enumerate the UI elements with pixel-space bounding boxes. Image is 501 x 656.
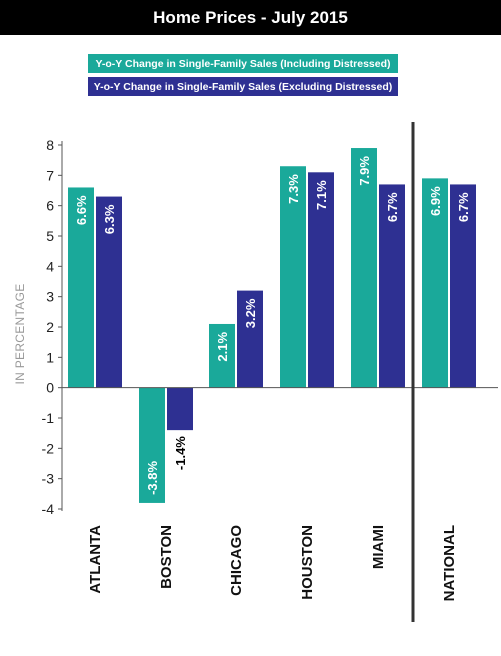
bar	[450, 184, 476, 388]
y-tick-label: 0	[46, 380, 54, 396]
category-label: NATIONAL	[441, 525, 458, 601]
category-label: CHICAGO	[228, 525, 245, 596]
data-label: 6.7%	[456, 192, 471, 222]
bar	[209, 323, 235, 388]
y-tick-label: -1	[42, 410, 55, 426]
bar	[68, 187, 94, 388]
bar	[308, 172, 334, 388]
bar	[422, 178, 448, 388]
data-label: 7.3%	[286, 174, 301, 204]
data-label: 6.7%	[385, 192, 400, 222]
bar	[280, 166, 306, 388]
category-label: ATLANTA	[87, 525, 104, 594]
y-tick-label: 8	[46, 137, 54, 153]
data-label: -1.4%	[173, 436, 188, 470]
y-tick-label: -4	[42, 501, 55, 517]
y-tick-label: 3	[46, 289, 54, 305]
legend-item-including: Y-o-Y Change in Single-Family Sales (Inc…	[88, 54, 398, 73]
bar	[351, 148, 377, 388]
y-tick-label: -3	[42, 471, 55, 487]
bar	[167, 387, 193, 431]
y-tick-label: 4	[46, 258, 54, 274]
chart-title: Home Prices - July 2015	[0, 0, 501, 35]
bar	[139, 387, 165, 503]
y-tick-label: 6	[46, 198, 54, 214]
data-label: 3.2%	[243, 298, 258, 328]
bar	[237, 290, 263, 388]
bar	[96, 196, 122, 388]
y-tick-label: -2	[42, 440, 55, 456]
category-label: BOSTON	[158, 525, 175, 589]
data-label: 2.1%	[215, 332, 230, 362]
category-label: MIAMI	[370, 525, 387, 569]
data-label: 7.1%	[314, 180, 329, 210]
y-tick-label: 1	[46, 349, 54, 365]
bar	[379, 184, 405, 388]
data-label: 6.9%	[428, 186, 443, 216]
legend-item-excluding: Y-o-Y Change in Single-Family Sales (Exc…	[88, 77, 398, 96]
data-label: 6.6%	[74, 195, 89, 225]
y-tick-label: 5	[46, 228, 54, 244]
data-label: -3.8%	[145, 461, 160, 495]
y-tick-label: 2	[46, 319, 54, 335]
y-tick-label: 7	[46, 167, 54, 183]
data-label: 7.9%	[357, 156, 372, 186]
category-label: HOUSTON	[299, 525, 316, 600]
data-label: 6.3%	[102, 204, 117, 234]
